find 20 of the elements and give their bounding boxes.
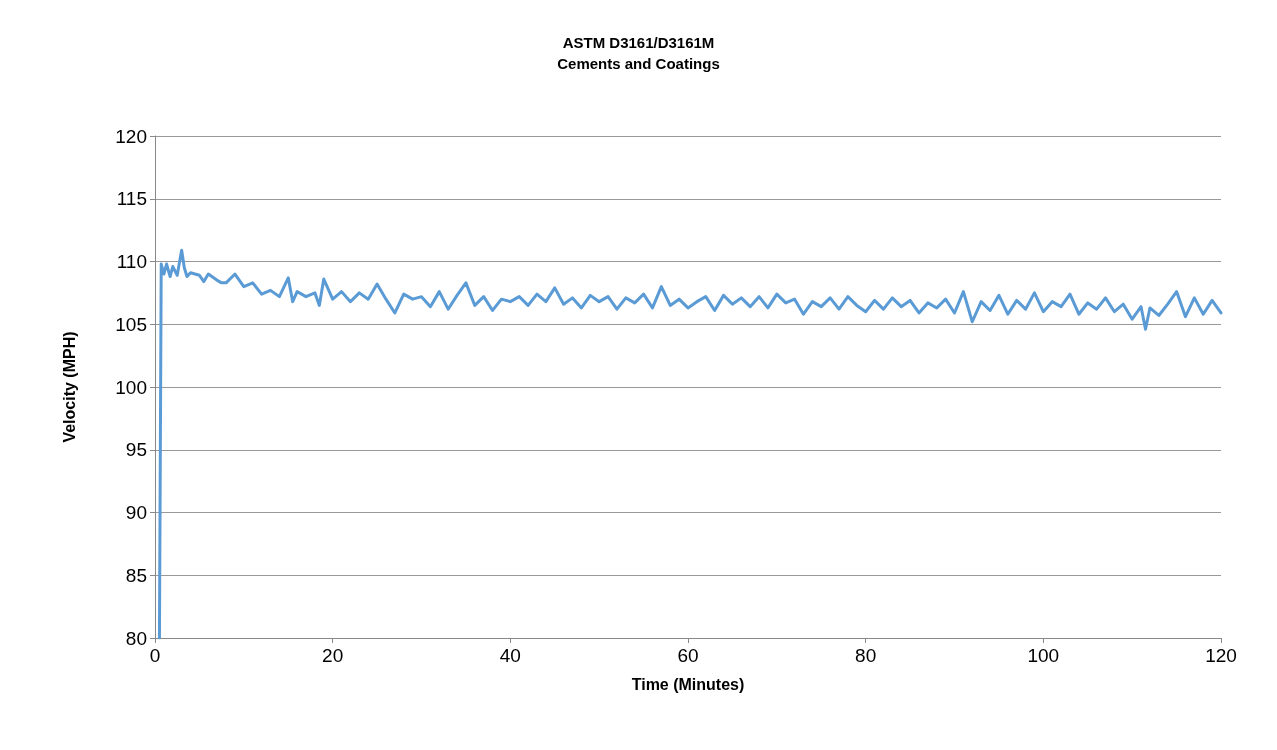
y-tick-label: 105	[115, 313, 147, 335]
y-axis-title: Velocity (MPH)	[60, 331, 78, 443]
y-tick-label: 90	[125, 502, 147, 523]
x-tick-label: 80	[855, 645, 877, 666]
y-tick-label: 80	[125, 627, 147, 649]
chart-subtitle: Cements and Coatings	[557, 55, 720, 72]
x-tick-label: 20	[322, 645, 344, 666]
x-tick-label: 120	[1205, 645, 1237, 666]
y-tick-label: 95	[125, 439, 147, 461]
x-axis-title: Time (Minutes)	[631, 675, 745, 693]
y-tick-label: 120	[115, 125, 147, 147]
y-tick-label: 100	[115, 376, 147, 398]
x-tick-label: 0	[149, 645, 161, 666]
chart-title: ASTM D3161/D3161M	[562, 34, 715, 51]
y-tick-label: 85	[125, 564, 147, 586]
x-tick-label: 40	[499, 645, 521, 666]
y-tick-label: 115	[116, 188, 147, 210]
x-tick-label: 100	[1027, 645, 1060, 666]
x-tick-label: 60	[677, 645, 699, 666]
y-tick-label: 110	[116, 251, 147, 272]
